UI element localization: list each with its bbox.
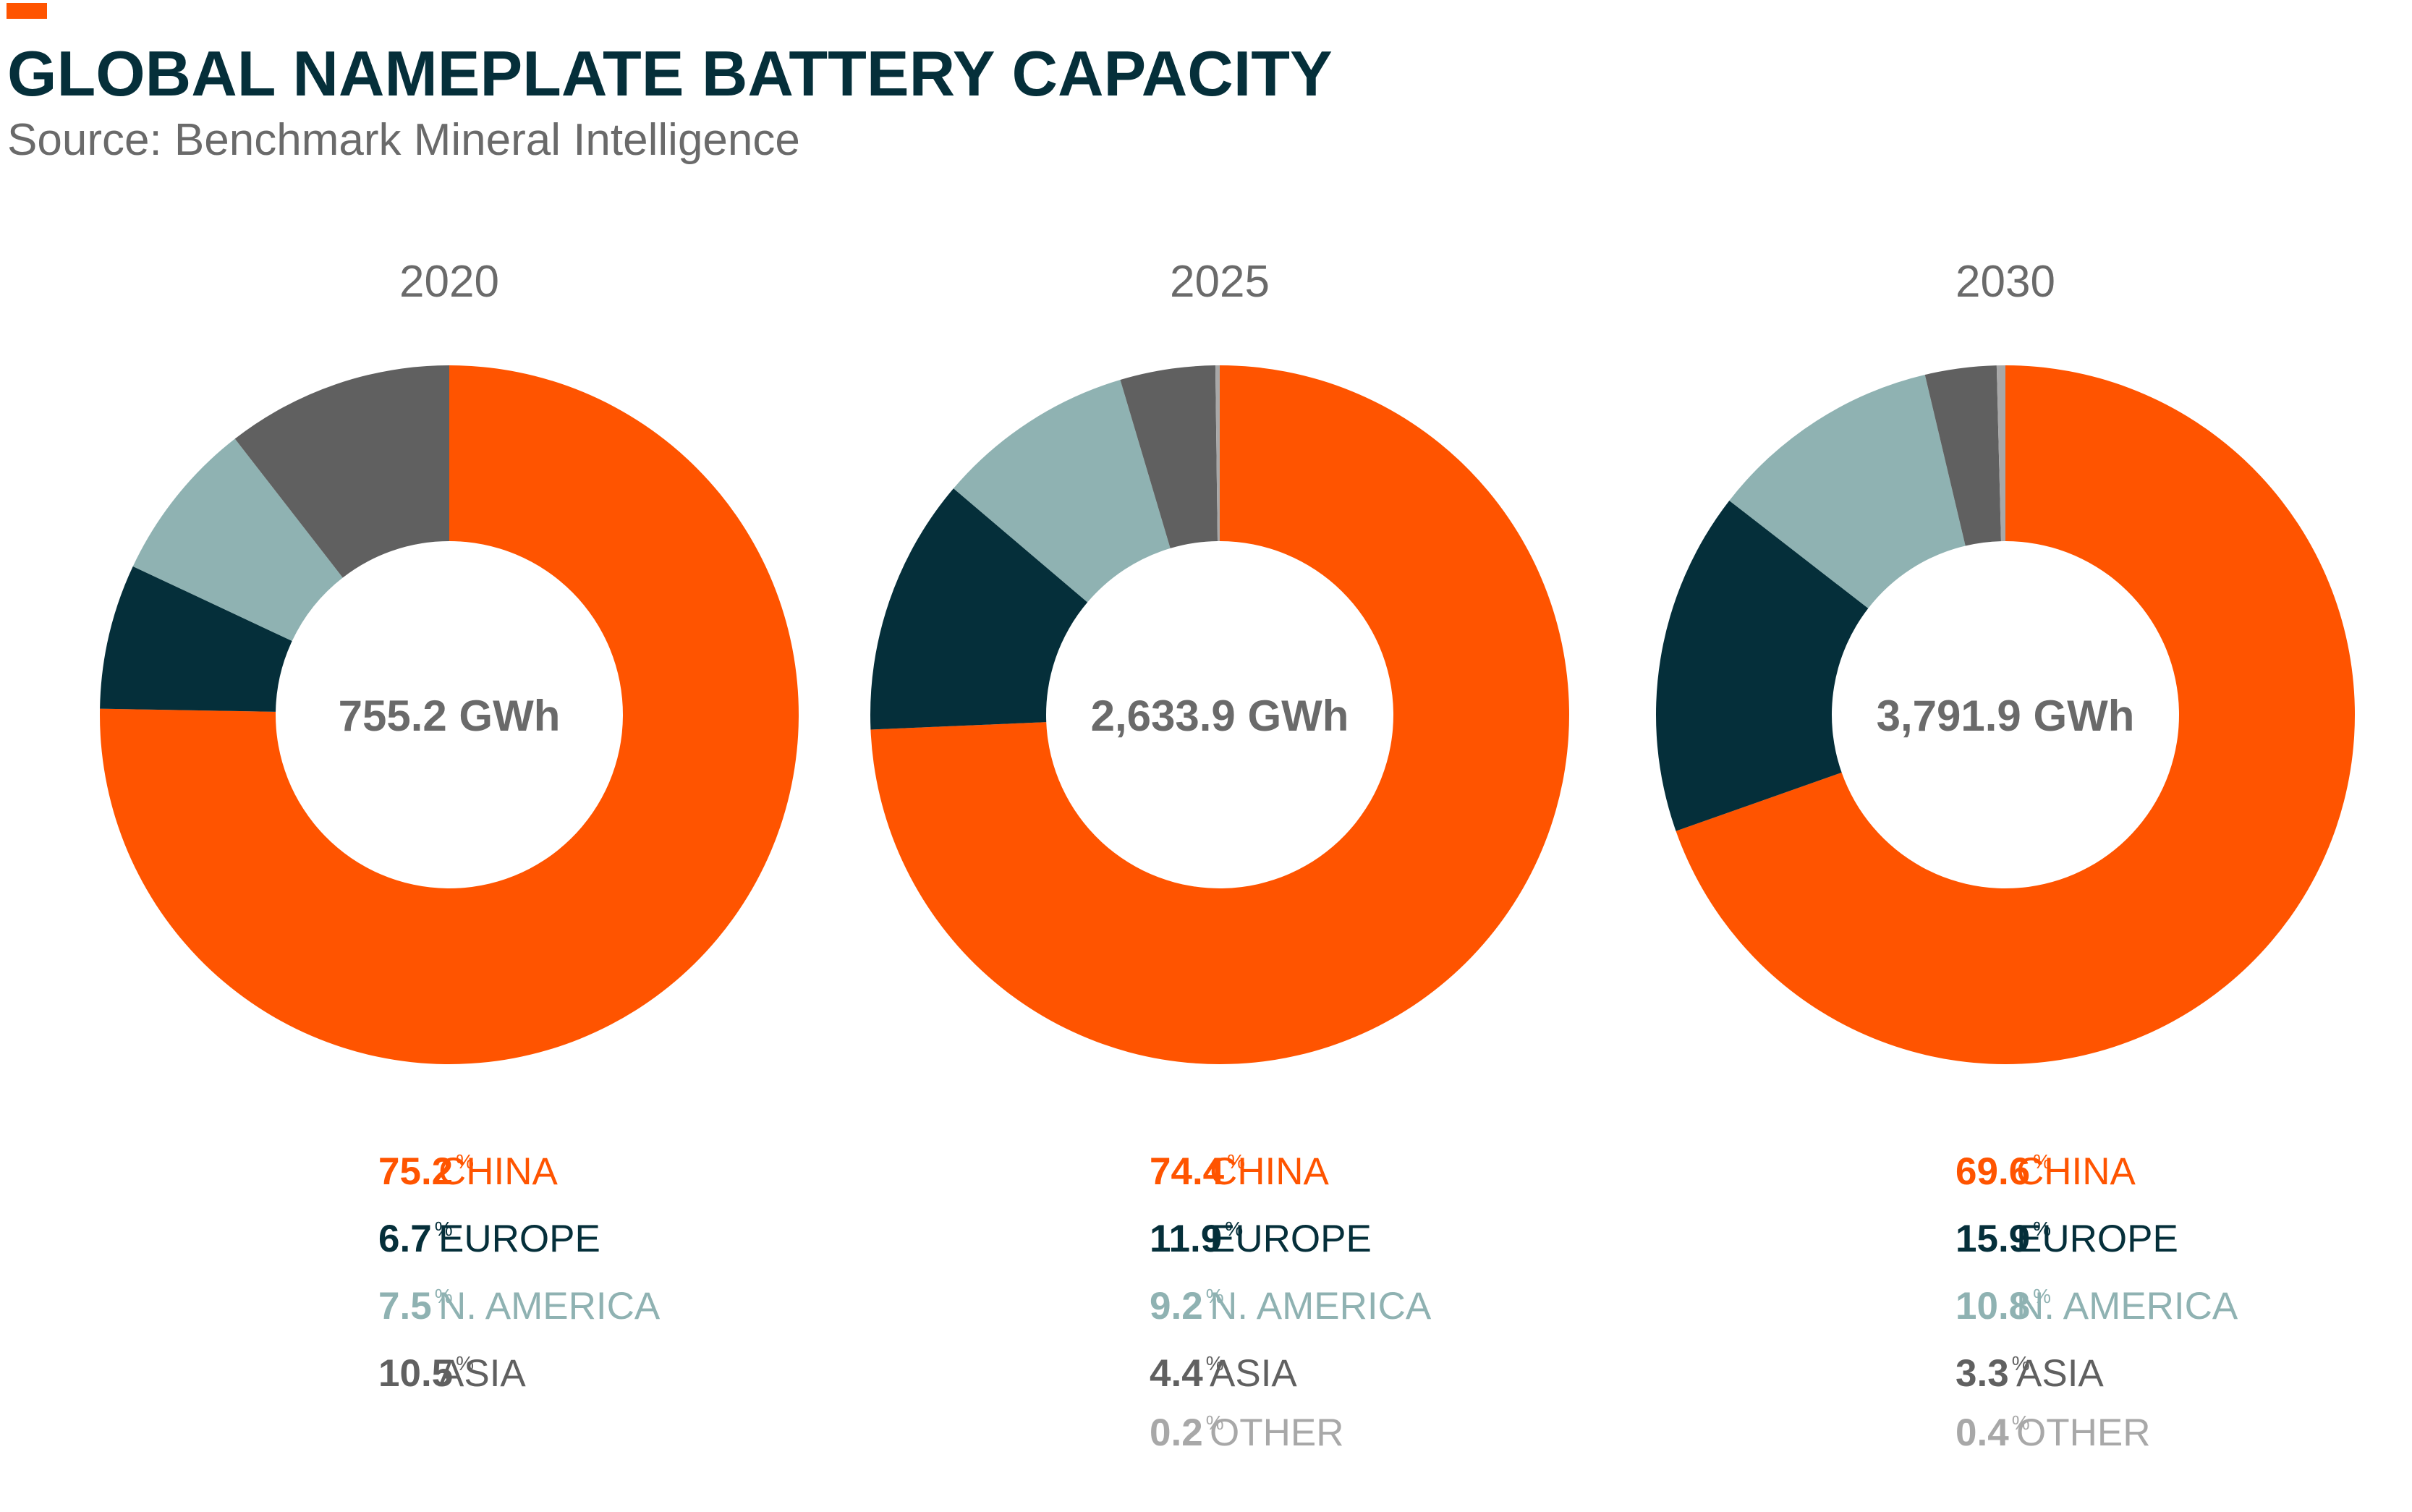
slice-2020-china bbox=[100, 365, 799, 1064]
slice-2020-europe bbox=[100, 566, 292, 712]
slice-2020-asia bbox=[234, 365, 449, 578]
legend-label-2030-other: OTHER bbox=[2016, 1411, 2151, 1454]
slice-2020-n-america bbox=[132, 438, 343, 642]
center-total-2020: 755.2 GWh bbox=[339, 692, 561, 740]
legend-label-2030-asia: ASIA bbox=[2016, 1352, 2104, 1395]
legend-label-2025-europe: EUROPE bbox=[1210, 1218, 1372, 1260]
legend-value-2025-asia: 4.4% bbox=[1150, 1352, 1224, 1395]
legend-label-2025-china: CHINA bbox=[1210, 1150, 1330, 1193]
legend-label-2030-europe: EUROPE bbox=[2016, 1218, 2178, 1260]
year-label-2030: 2030 bbox=[1955, 257, 2055, 307]
slice-2025-n-america bbox=[954, 379, 1171, 603]
legend-value-2030-asia: 3.3% bbox=[1955, 1352, 2030, 1395]
legend-value-2025-china: 74.4% bbox=[1150, 1150, 1245, 1193]
legend-value-2020-china: 75.2% bbox=[378, 1150, 474, 1193]
legend-label-2025-other: OTHER bbox=[1210, 1411, 1344, 1454]
legend-value-2020-n-america: 7.5% bbox=[378, 1285, 453, 1328]
chart-source: Source: Benchmark Mineral Intelligence bbox=[7, 115, 800, 165]
legend-value-2030-other: 0.4% bbox=[1955, 1411, 2030, 1454]
center-total-2030: 3,791.9 GWh bbox=[1877, 692, 2135, 740]
slice-2030-china bbox=[1676, 365, 2356, 1064]
slice-2025-europe bbox=[870, 488, 1088, 730]
legend-label-2020-n-america: N. AMERICA bbox=[438, 1285, 661, 1328]
slice-2025-asia bbox=[1120, 365, 1218, 548]
legend-value-2030-china: 69.6% bbox=[1955, 1150, 2051, 1193]
year-label-2025: 2025 bbox=[1170, 257, 1270, 307]
legend-label-2030-n-america: N. AMERICA bbox=[2016, 1285, 2238, 1328]
legend-label-2020-asia: ASIA bbox=[438, 1352, 526, 1395]
accent-bar bbox=[7, 3, 47, 19]
legend-value-2025-n-america: 9.2% bbox=[1150, 1285, 1224, 1328]
legend-value-2020-asia: 10.5% bbox=[378, 1352, 474, 1395]
legend-value-2025-other: 0.2% bbox=[1150, 1411, 1224, 1454]
legend-label-2025-asia: ASIA bbox=[1210, 1352, 1297, 1395]
legend-label-2020-europe: EUROPE bbox=[438, 1218, 600, 1260]
legend-label-2030-china: CHINA bbox=[2016, 1150, 2136, 1193]
slice-2030-europe bbox=[1656, 500, 1869, 831]
chart-title: GLOBAL NAMEPLATE BATTERY CAPACITY bbox=[7, 38, 1333, 109]
slice-2030-n-america bbox=[1729, 374, 1966, 608]
legend-value-2030-n-america: 10.8% bbox=[1955, 1285, 2051, 1328]
legend-label-2025-n-america: N. AMERICA bbox=[1210, 1285, 1432, 1328]
year-label-2020: 2020 bbox=[399, 257, 499, 307]
legend-value-2025-europe: 11.9% bbox=[1150, 1218, 1243, 1260]
slice-2030-other bbox=[1996, 365, 2005, 542]
legend-value-2020-europe: 6.7% bbox=[378, 1218, 453, 1260]
slice-2030-asia bbox=[1924, 365, 2001, 546]
center-total-2025: 2,633.9 GWh bbox=[1091, 692, 1349, 740]
legend-label-2020-china: CHINA bbox=[438, 1150, 559, 1193]
slice-2025-other bbox=[1215, 365, 1220, 542]
legend-value-2030-europe: 15.9% bbox=[1955, 1218, 2051, 1260]
slice-2025-china bbox=[870, 365, 1569, 1064]
